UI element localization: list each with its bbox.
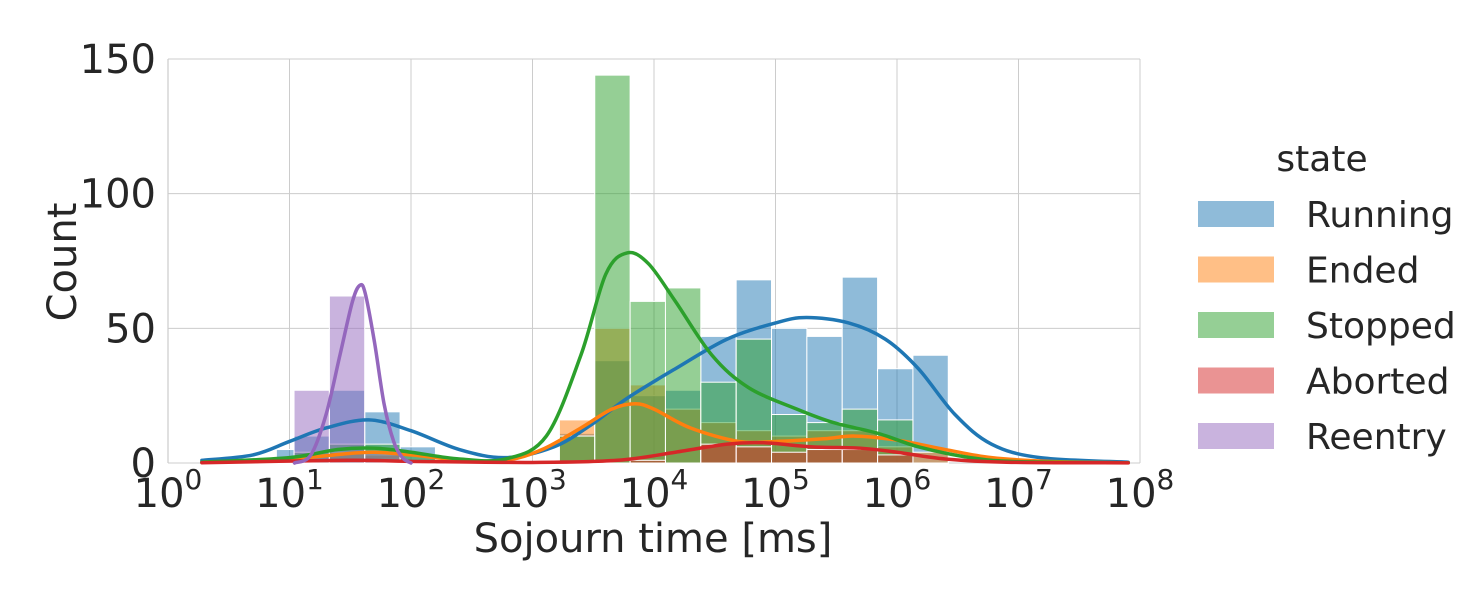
kde-line-running <box>200 315 1130 464</box>
y-axis-label: Count <box>40 203 86 322</box>
x-tick-labels: 100 101 102 103 104 105 106 107 108 <box>134 463 1175 517</box>
x-tick-label: 106 <box>863 463 932 517</box>
bar-aborted-5 <box>771 451 808 464</box>
legend-title: state <box>1276 139 1367 180</box>
x-tick-label: 107 <box>984 463 1053 517</box>
x-tick-label: 103 <box>498 463 567 517</box>
legend: state Running Ended Stopped Aborted Reentry <box>1198 139 1456 458</box>
legend-label-reentry: Reentry <box>1306 417 1447 458</box>
y-tick-label: 50 <box>105 306 156 352</box>
y-tick-label: 150 <box>80 37 156 83</box>
legend-swatch-running <box>1198 201 1274 227</box>
legend-label-running: Running <box>1306 195 1454 236</box>
legend-label-aborted: Aborted <box>1306 362 1449 403</box>
x-axis-label: Sojourn time [ms] <box>474 516 833 562</box>
y-tick-labels: 0 50 100 150 <box>80 37 156 487</box>
y-tick-label: 0 <box>131 441 156 487</box>
legend-label-ended: Ended <box>1306 251 1419 292</box>
bar-aborted-2 <box>629 459 666 464</box>
y-tick-label: 100 <box>80 172 156 218</box>
kde-curves <box>200 250 1130 465</box>
bar-aborted-7 <box>841 449 879 464</box>
legend-swatch-stopped <box>1198 312 1274 338</box>
legend-swatch-aborted <box>1198 367 1274 394</box>
kde-line-ended <box>200 401 1130 465</box>
legend-swatch-ended <box>1198 256 1274 283</box>
kde-line-stopped <box>200 250 1130 465</box>
legend-label-stopped: Stopped <box>1306 306 1456 347</box>
x-tick-label: 104 <box>620 463 689 517</box>
bar-stopped-7 <box>629 300 666 464</box>
x-tick-label: 101 <box>255 463 324 517</box>
legend-swatch-reentry <box>1198 423 1274 449</box>
histogram-bars <box>258 74 949 464</box>
bar-aborted-8 <box>877 454 914 464</box>
kde-line-reentry <box>292 282 413 465</box>
x-tick-label: 102 <box>377 463 446 517</box>
x-tick-label: 105 <box>741 463 810 517</box>
bar-stopped-8 <box>664 287 702 464</box>
bar-stopped-6 <box>594 74 631 464</box>
bar-aborted-4 <box>735 446 773 464</box>
bar-aborted-6 <box>806 449 843 464</box>
x-tick-label: 100 <box>134 463 203 517</box>
x-tick-label: 108 <box>1106 463 1175 517</box>
